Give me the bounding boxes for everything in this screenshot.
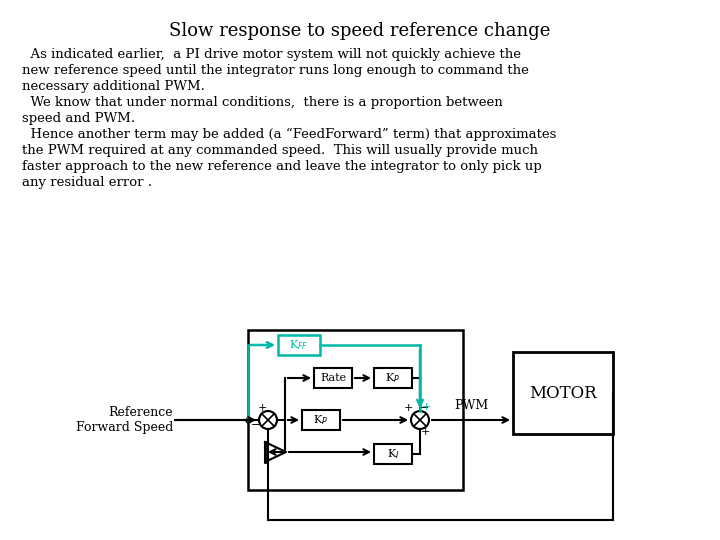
Text: Slow response to speed reference change: Slow response to speed reference change	[169, 22, 551, 40]
Text: K$_P$: K$_P$	[313, 413, 328, 427]
Text: K$_I$: K$_I$	[387, 447, 400, 461]
Bar	[314, 368, 352, 388]
Text: K$_P$: K$_P$	[385, 371, 400, 385]
Bar	[513, 352, 613, 434]
Text: MOTOR: MOTOR	[529, 384, 597, 402]
Text: +: +	[257, 403, 266, 413]
Text: −: −	[420, 403, 430, 413]
Text: necessary additional PWM.: necessary additional PWM.	[22, 80, 205, 93]
Text: faster approach to the new reference and leave the integrator to only pick up: faster approach to the new reference and…	[22, 160, 541, 173]
Text: We know that under normal conditions,  there is a proportion between: We know that under normal conditions, th…	[22, 96, 503, 109]
Text: speed and PWM.: speed and PWM.	[22, 112, 135, 125]
Text: Rate: Rate	[320, 373, 346, 383]
Text: Reference
Forward Speed: Reference Forward Speed	[76, 406, 173, 434]
Text: +: +	[421, 402, 431, 412]
Bar	[374, 368, 412, 388]
Bar	[278, 335, 320, 355]
Text: +: +	[403, 403, 413, 413]
Text: new reference speed until the integrator runs long enough to command the: new reference speed until the integrator…	[22, 64, 529, 77]
Bar	[302, 410, 340, 430]
Text: −: −	[251, 420, 261, 430]
Bar	[248, 330, 463, 490]
Text: +: +	[420, 427, 430, 437]
Bar	[374, 444, 412, 464]
Text: Hence another term may be added (a “FeedForward” term) that approximates: Hence another term may be added (a “Feed…	[22, 128, 557, 141]
Text: PWM: PWM	[454, 399, 488, 412]
Text: any residual error .: any residual error .	[22, 176, 152, 189]
Text: As indicated earlier,  a PI drive motor system will not quickly achieve the: As indicated earlier, a PI drive motor s…	[22, 48, 521, 61]
Text: K$_{FF}$: K$_{FF}$	[289, 338, 309, 352]
Text: the PWM required at any commanded speed.  This will usually provide much: the PWM required at any commanded speed.…	[22, 144, 538, 157]
